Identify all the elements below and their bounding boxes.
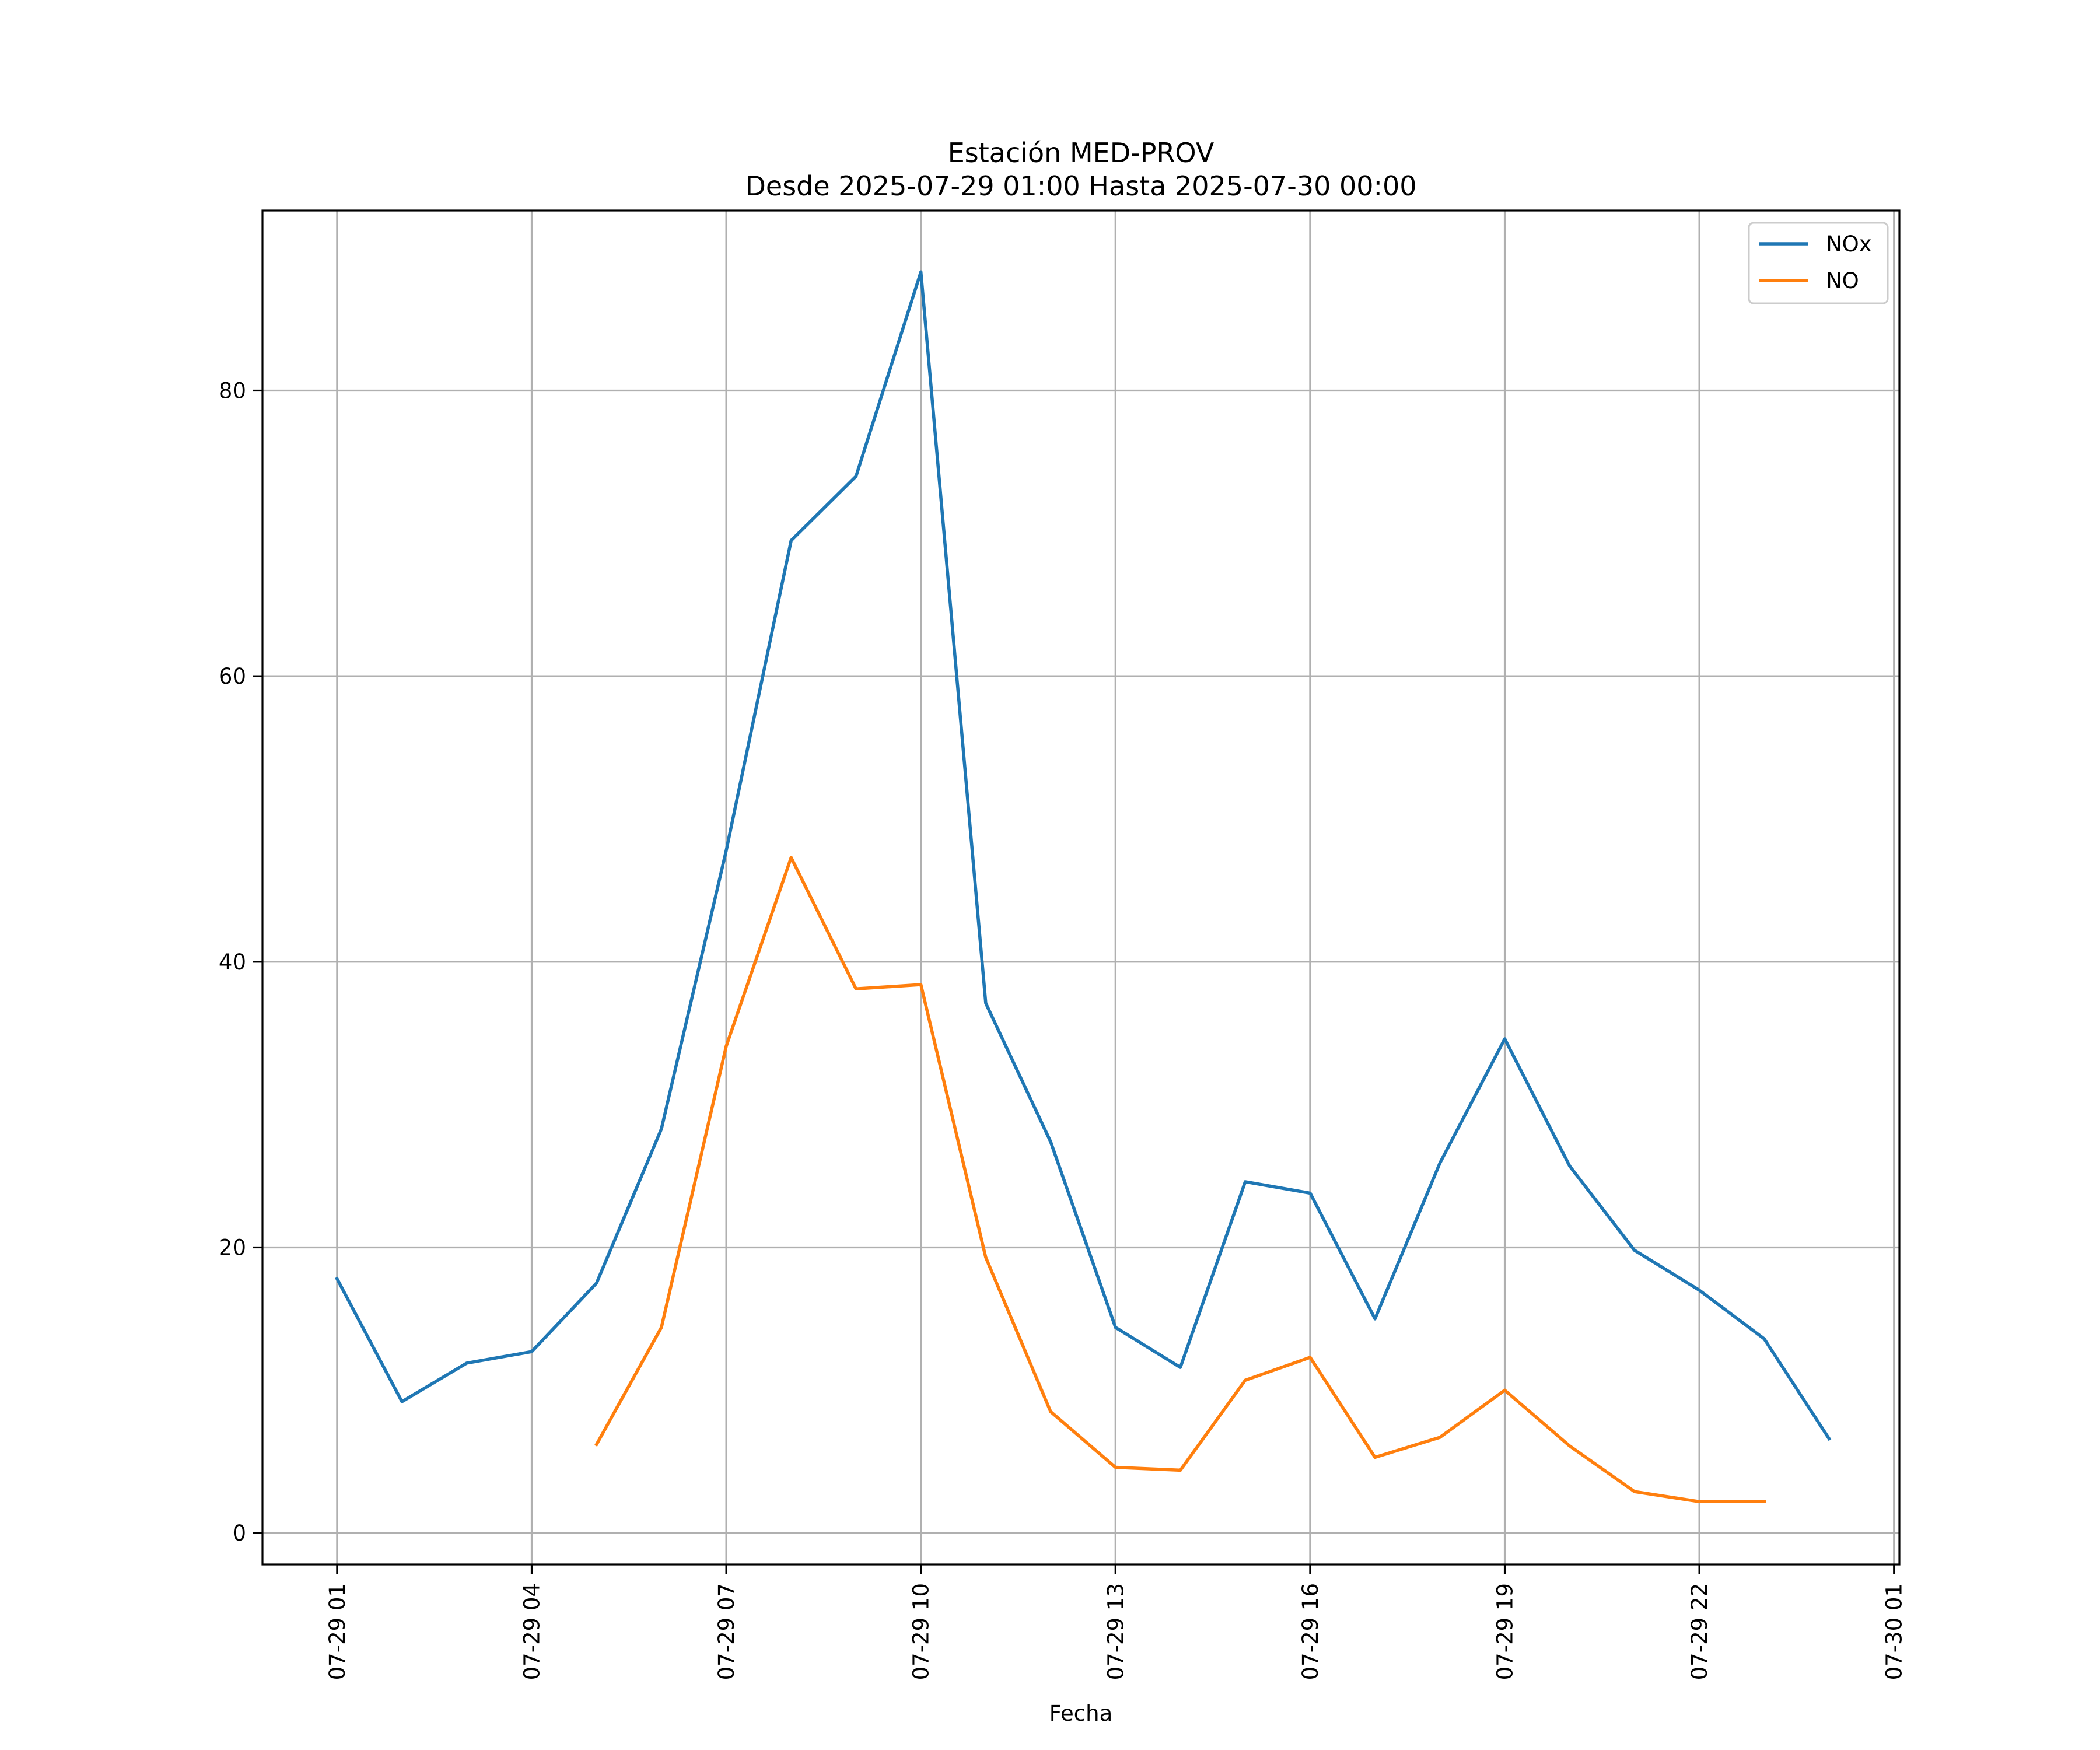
grid [262, 211, 1899, 1564]
x-tick-label: 07-29 16 [1298, 1583, 1323, 1680]
y-tick-label: 80 [219, 378, 246, 403]
x-tick-label: 07-30 01 [1882, 1583, 1907, 1680]
y-tick-label: 0 [232, 1521, 246, 1546]
x-tick-label: 07-29 04 [519, 1583, 544, 1680]
series-line-no [594, 856, 1766, 1504]
legend-label-no: NO [1826, 268, 1859, 293]
plot-frame [261, 209, 1901, 1566]
x-tick-label: 07-29 10 [909, 1583, 934, 1680]
x-tick-label: 07-29 19 [1493, 1583, 1518, 1680]
x-tick-label: 07-29 01 [325, 1583, 350, 1680]
x-tick-label: 07-29 13 [1103, 1583, 1128, 1680]
series-lines [335, 270, 1832, 1504]
legend-label-nox: NOx [1826, 232, 1872, 257]
y-tick-label: 20 [219, 1235, 246, 1260]
x-axis-label: Fecha [1049, 1701, 1113, 1726]
x-tick-label: 07-29 22 [1687, 1583, 1712, 1680]
chart-title: Estación MED-PROV [948, 137, 1214, 169]
chart-subtitle: Desde 2025-07-29 01:00 Hasta 2025-07-30 … [745, 170, 1416, 202]
legend: NOx NO [1748, 222, 1889, 304]
y-tick-label: 40 [219, 950, 246, 975]
x-tick-label: 07-29 07 [714, 1583, 739, 1680]
series-line-nox [335, 270, 1832, 1441]
y-tick-label: 60 [219, 664, 246, 689]
axis-ticks: 07-29 01 07-29 04 07-29 07 07-29 10 07-29 13… [219, 378, 1907, 1680]
